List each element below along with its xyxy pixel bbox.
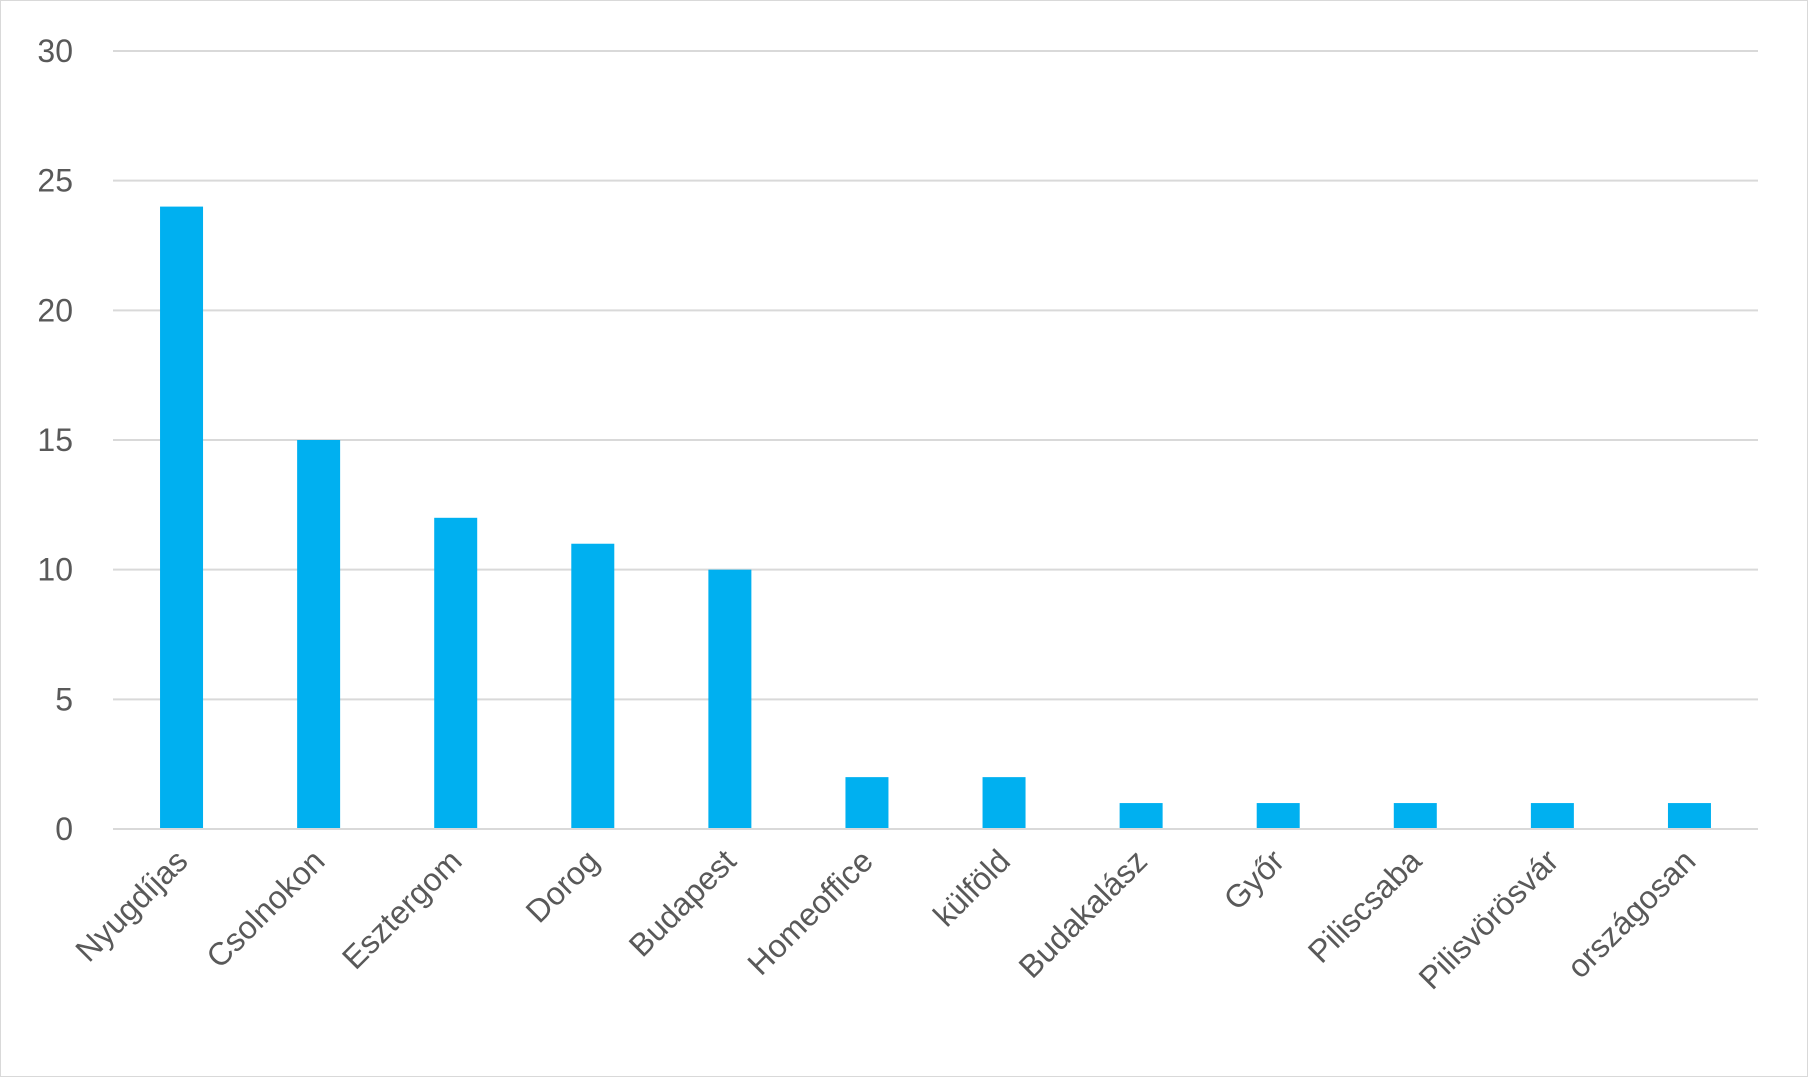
- bar-4: [708, 569, 752, 829]
- bar-9: [1393, 803, 1437, 829]
- x-tick-label: Dorog: [519, 842, 606, 929]
- x-tick-label: külföld: [926, 842, 1017, 933]
- x-tick-label: Esztergom: [335, 842, 469, 976]
- bars: [160, 206, 1711, 830]
- bar-5: [845, 777, 889, 829]
- y-tick-label: 5: [55, 681, 73, 717]
- x-tick-label: Homeoffice: [740, 842, 879, 981]
- bar-6: [982, 777, 1026, 829]
- gridlines: [113, 50, 1758, 830]
- bar-1: [297, 440, 341, 829]
- y-tick-label: 20: [37, 292, 73, 328]
- bar-11: [1667, 803, 1711, 829]
- bar-0: [160, 206, 204, 830]
- y-tick-label: 10: [37, 552, 73, 588]
- x-tick-label: Győr: [1217, 842, 1292, 917]
- x-tick-label: Pilisvörösvár: [1412, 842, 1566, 996]
- x-tick-label: Budakalász: [1012, 842, 1154, 984]
- y-tick-label: 25: [37, 163, 73, 199]
- bar-8: [1256, 803, 1300, 829]
- y-tick-label: 30: [37, 33, 73, 69]
- x-tick-label: Budapest: [622, 842, 743, 963]
- x-tick-label: Piliscsaba: [1301, 842, 1428, 969]
- y-axis-ticks: 0 5 10 15 20 25 30: [37, 33, 73, 847]
- bar-7: [1119, 803, 1163, 829]
- y-tick-label: 15: [37, 422, 73, 458]
- bar-3: [571, 543, 615, 829]
- y-tick-label: 0: [55, 811, 73, 847]
- bar-10: [1530, 803, 1574, 829]
- x-tick-label: Csolnokon: [199, 842, 331, 974]
- x-tick-label: Nyugdíjas: [68, 842, 194, 968]
- x-tick-label: országosan: [1560, 842, 1702, 984]
- x-axis-ticks: Nyugdíjas Csolnokon Esztergom Dorog Budapest…: [68, 842, 1702, 996]
- bar-2: [434, 517, 478, 829]
